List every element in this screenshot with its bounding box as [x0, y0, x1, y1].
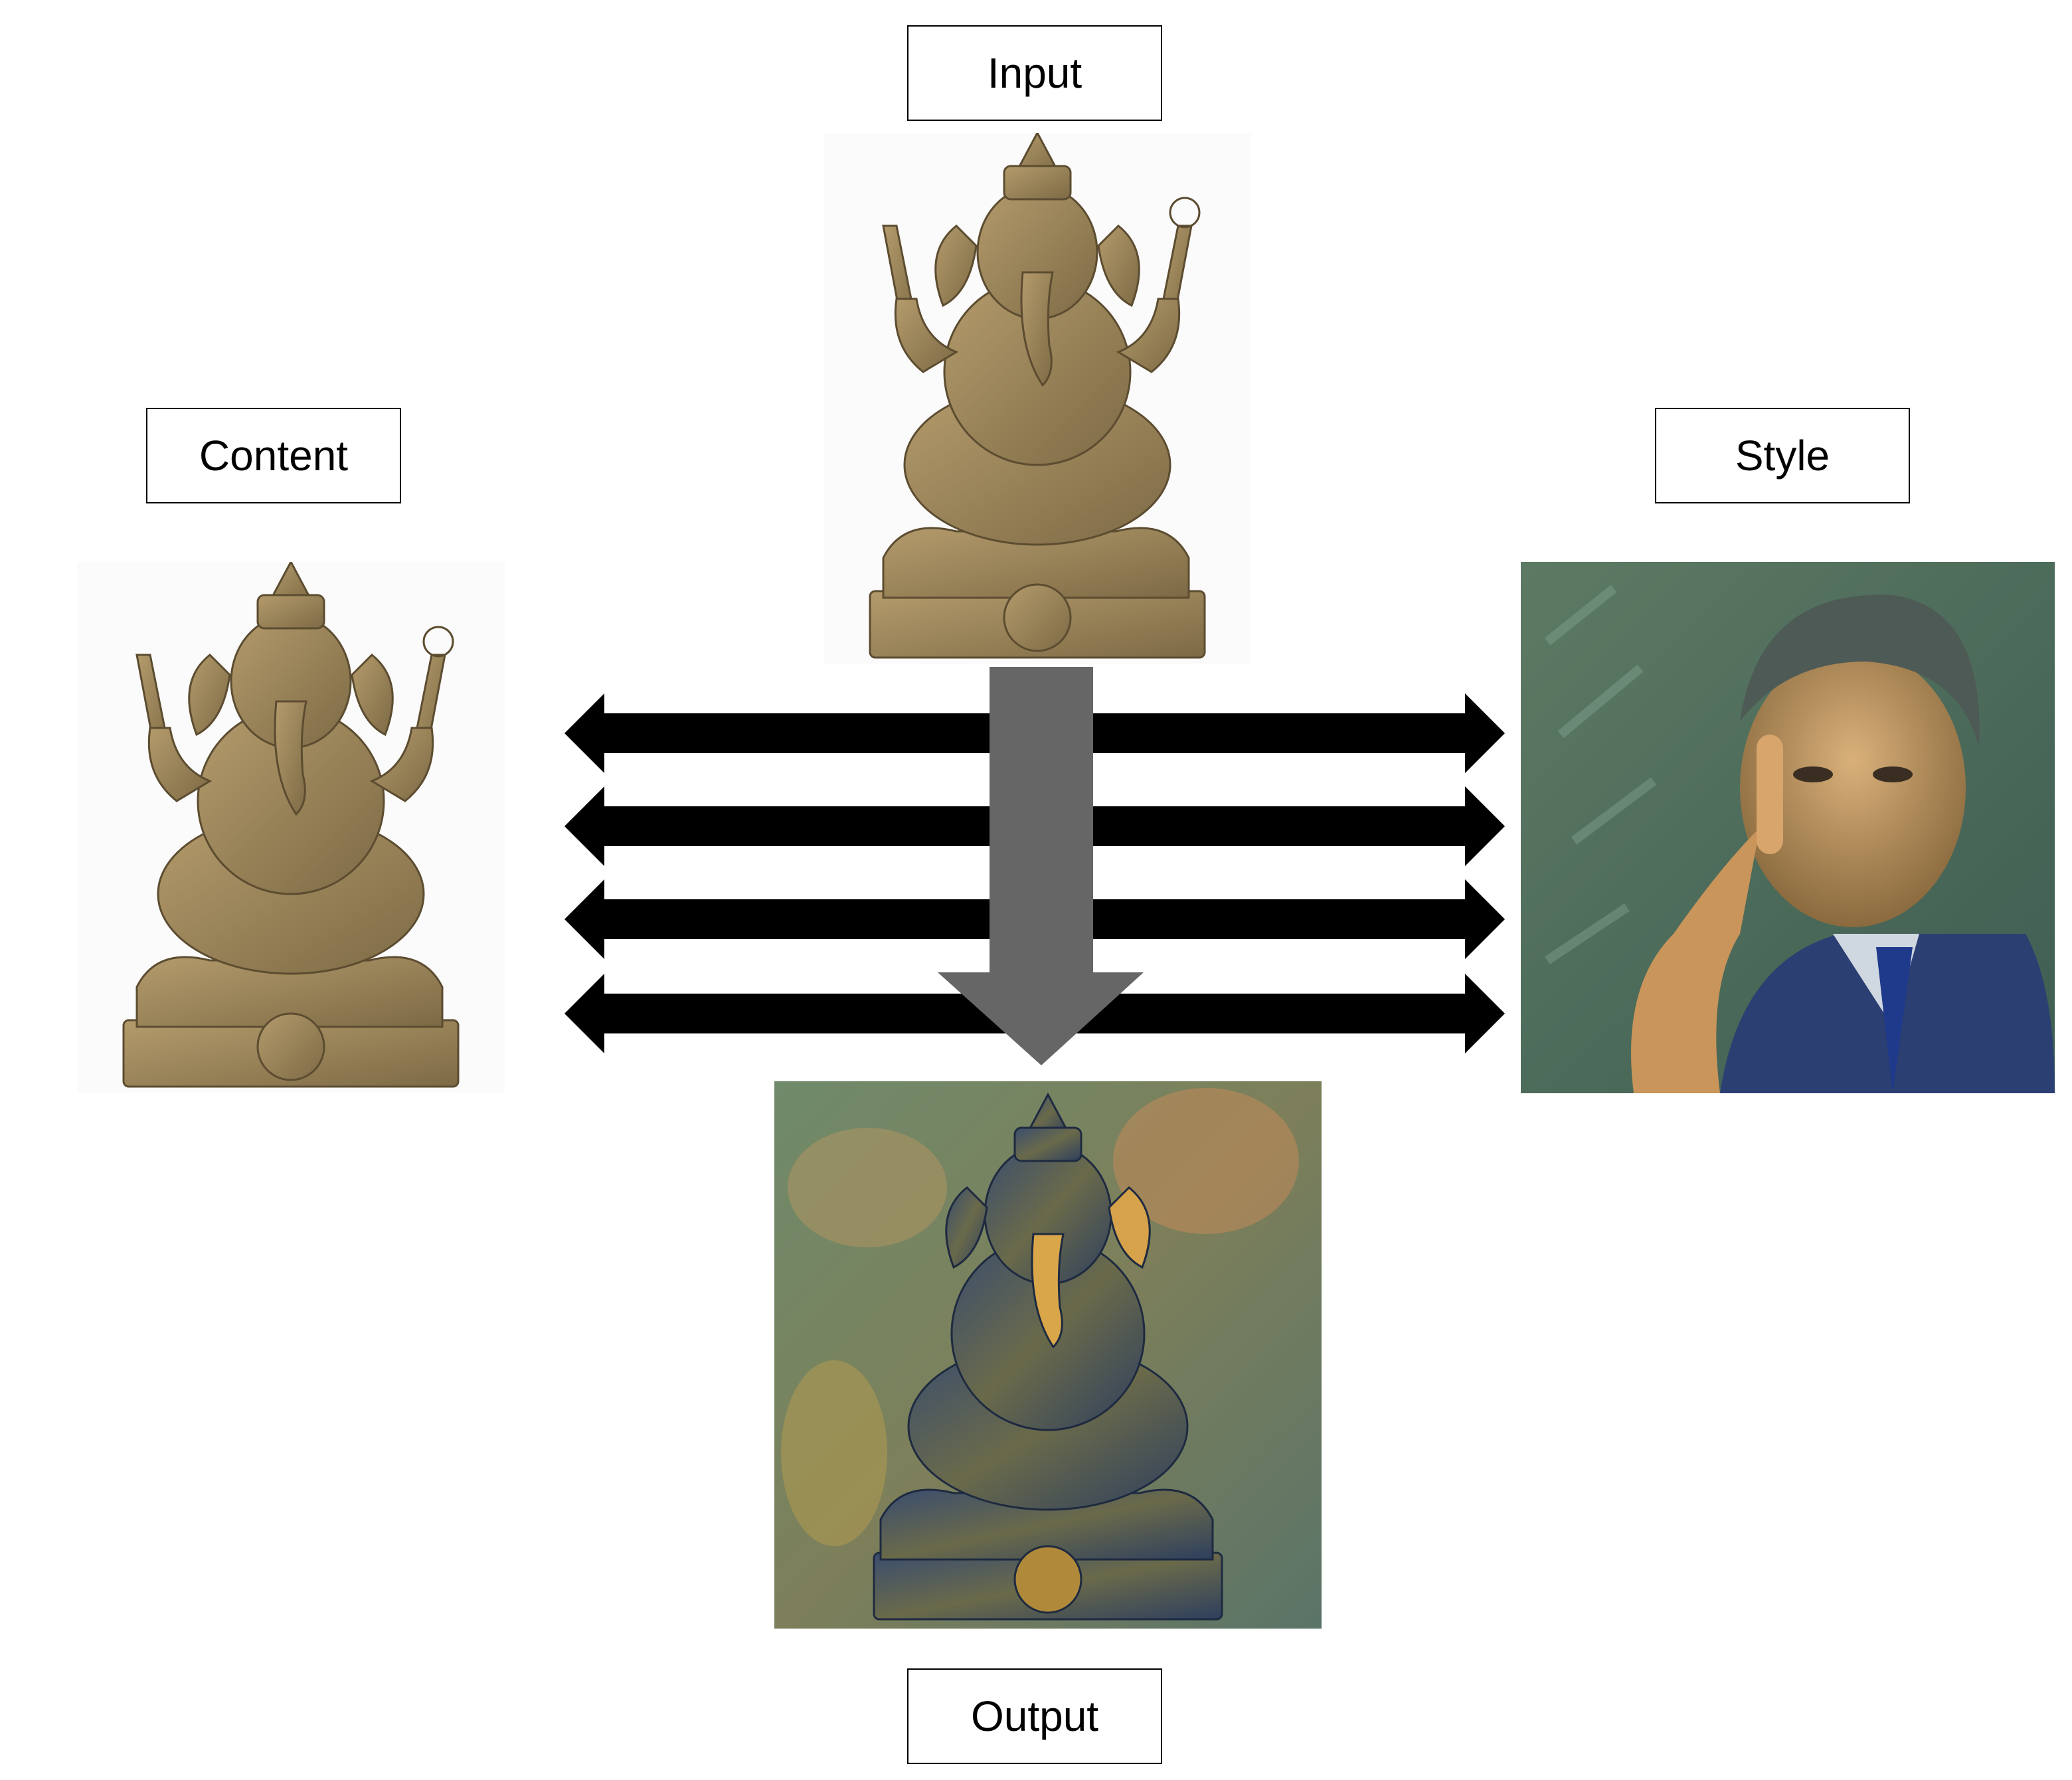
style-label: Style — [1655, 408, 1910, 503]
ganesha-statue-figure — [869, 133, 1206, 659]
input-label: Input — [907, 25, 1162, 121]
double-arrow-1 — [564, 693, 1505, 773]
stylized-ganesha-figure — [774, 1081, 1322, 1629]
input-image — [823, 133, 1251, 664]
double-arrow-4 — [564, 974, 1505, 1053]
style-image — [1521, 562, 2055, 1093]
ganesha-statue-figure — [122, 562, 460, 1088]
portrait-painting-figure — [1521, 562, 2055, 1093]
output-image — [774, 1081, 1322, 1629]
content-image — [77, 562, 505, 1093]
down-arrow — [938, 667, 1144, 1065]
output-label: Output — [907, 1668, 1162, 1764]
content-label: Content — [146, 408, 401, 503]
double-arrow-3 — [564, 879, 1505, 959]
double-arrow-2 — [564, 786, 1505, 866]
